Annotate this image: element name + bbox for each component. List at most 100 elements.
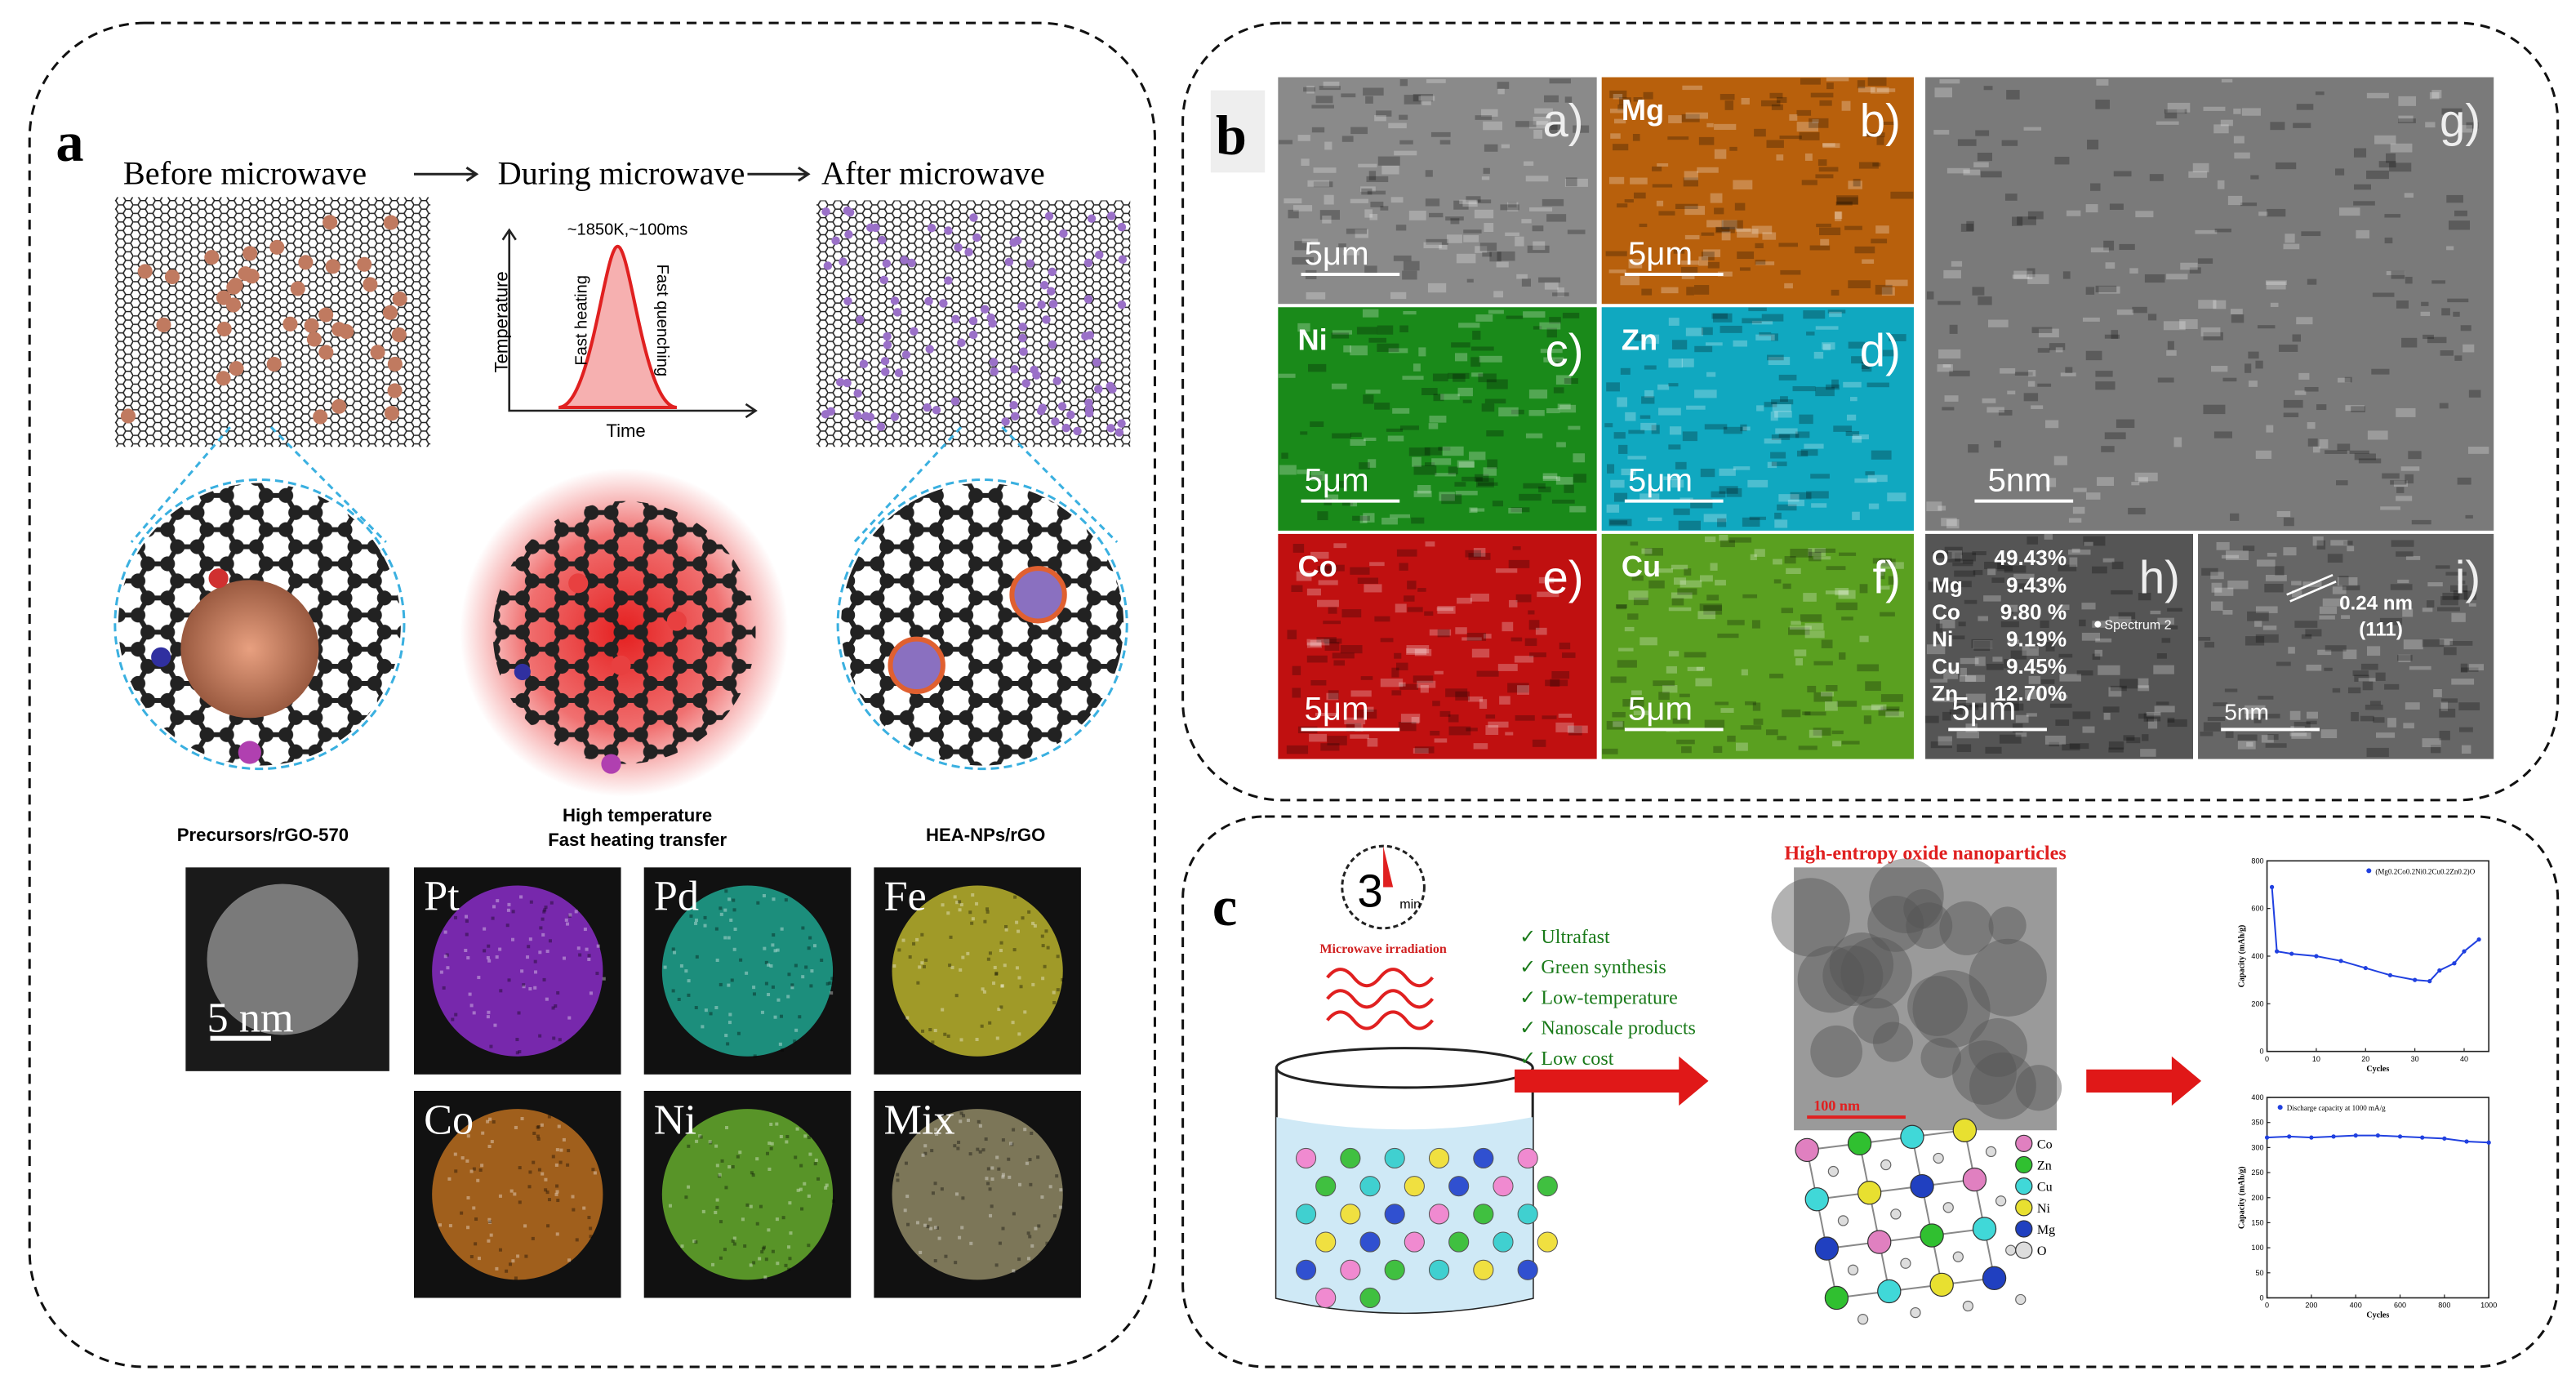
particle xyxy=(1057,402,1067,411)
particle xyxy=(879,275,888,285)
speckle xyxy=(776,998,781,1002)
texture xyxy=(2135,211,2154,218)
texture xyxy=(1511,409,1524,415)
texture xyxy=(1463,229,1482,234)
speckle xyxy=(988,1187,992,1191)
texture xyxy=(1617,104,1626,111)
speckle xyxy=(447,1177,452,1181)
texture xyxy=(2062,271,2071,279)
speckle xyxy=(773,1015,777,1019)
element-label: Co xyxy=(424,1096,474,1143)
texture xyxy=(1395,225,1407,231)
legend: Discharge capacity at 1000 mA/g xyxy=(2287,1104,2386,1112)
speckle xyxy=(767,993,771,997)
speckle xyxy=(582,1206,586,1210)
texture xyxy=(1606,504,1620,513)
speckle xyxy=(985,910,990,914)
texture xyxy=(1765,729,1778,736)
speckle xyxy=(731,1164,735,1168)
texture xyxy=(1538,277,1561,283)
texture xyxy=(2237,740,2256,750)
texture xyxy=(1826,566,1846,571)
texture xyxy=(1562,652,1576,658)
texture xyxy=(1714,207,1724,215)
speckle xyxy=(585,947,589,951)
nanoparticle xyxy=(1969,1018,2028,1077)
speckle xyxy=(684,969,688,973)
texture xyxy=(2337,443,2351,451)
texture xyxy=(1678,520,1701,531)
speckle xyxy=(516,1254,520,1258)
texture xyxy=(2442,592,2460,600)
texture xyxy=(2255,634,2279,643)
texture xyxy=(1306,292,1326,300)
texture xyxy=(1429,212,1444,218)
arrow xyxy=(414,166,811,182)
texture xyxy=(1377,156,1400,166)
speckle xyxy=(583,928,587,932)
texture xyxy=(1467,696,1484,702)
texture xyxy=(2330,540,2348,546)
tile-tag: i) xyxy=(2455,551,2480,603)
texture xyxy=(2449,585,2468,592)
texture xyxy=(2113,171,2132,177)
texture xyxy=(1542,715,1557,719)
speckle xyxy=(957,1140,961,1144)
texture xyxy=(1949,709,1963,715)
texture xyxy=(1686,287,1694,296)
texture xyxy=(1408,211,1426,220)
texture xyxy=(1508,202,1517,208)
speckle xyxy=(758,1257,762,1261)
speckle xyxy=(443,930,447,934)
atom xyxy=(1982,1266,2007,1291)
texture xyxy=(1867,77,1887,87)
texture xyxy=(1949,324,1958,334)
texture xyxy=(1652,184,1673,188)
texture xyxy=(1567,725,1588,733)
speckle xyxy=(756,901,760,905)
atom-label: Mg xyxy=(2037,1223,2055,1237)
texture xyxy=(1759,332,1772,336)
speckle xyxy=(978,1150,982,1154)
texture xyxy=(2422,607,2433,612)
particle xyxy=(990,367,999,376)
texture xyxy=(2401,337,2418,348)
speckle xyxy=(567,1149,571,1153)
texture xyxy=(1350,127,1368,135)
texture xyxy=(1685,327,1704,336)
texture xyxy=(1544,95,1559,103)
data-point xyxy=(2269,884,2275,889)
texture xyxy=(1836,195,1858,205)
texture xyxy=(1699,603,1722,611)
speckle xyxy=(528,987,532,991)
texture xyxy=(1525,433,1543,438)
texture xyxy=(1978,616,1988,621)
texture xyxy=(2094,649,2103,656)
speckle xyxy=(989,1213,993,1217)
texture xyxy=(1610,479,1625,488)
speckle xyxy=(790,986,794,990)
speckle xyxy=(946,911,950,915)
speckle xyxy=(786,995,790,999)
data-point xyxy=(2331,1134,2336,1139)
texture xyxy=(2213,300,2227,309)
texture xyxy=(2443,647,2457,656)
texture xyxy=(1407,607,1423,612)
speckle xyxy=(762,893,766,897)
texture xyxy=(1429,416,1447,423)
speckle xyxy=(733,928,737,932)
speckle xyxy=(522,983,526,987)
texture xyxy=(2307,278,2317,285)
texture xyxy=(2317,649,2332,656)
texture xyxy=(1338,243,1346,248)
texture xyxy=(1486,429,1504,437)
texture xyxy=(1789,113,1798,121)
texture xyxy=(1602,748,1618,754)
lattice-label: 0.24 nm xyxy=(2339,592,2413,614)
texture xyxy=(1788,627,1810,635)
speckle xyxy=(1023,1128,1027,1132)
texture xyxy=(2461,667,2479,672)
texture xyxy=(2167,340,2174,350)
texture xyxy=(1367,737,1378,747)
texture xyxy=(1341,609,1362,618)
